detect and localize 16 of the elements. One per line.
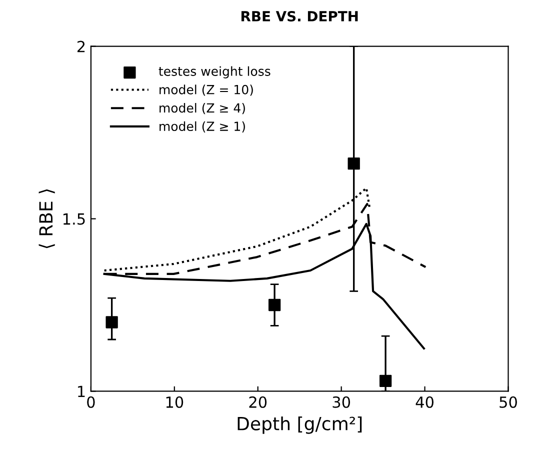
x-axis-title: Depth [g/cm²]	[238, 416, 362, 434]
legend-label: model (Z ≥ 1)	[160, 121, 245, 132]
y-tick-label: 1.5	[63, 213, 85, 225]
x-tick-label: 30	[332, 396, 350, 408]
y-tick-label: 1	[78, 386, 85, 398]
y-tick-label: 2	[77, 40, 85, 52]
x-tick-label: 10	[166, 396, 184, 408]
legend-label: testes weight loss	[158, 66, 270, 78]
legend-label: model (Z ≥ 4)	[160, 102, 245, 114]
chart-title: RBE VS. DEPTH	[241, 10, 358, 22]
x-tick-label: 20	[249, 396, 267, 408]
x-tick-label: 0	[87, 396, 95, 408]
y-axis-title: ⟨ RBE ⟩	[38, 189, 55, 248]
x-tick-label: 50	[500, 396, 517, 408]
legend-label: model (Z = 10)	[160, 84, 253, 96]
x-tick-label: 40	[416, 396, 434, 408]
